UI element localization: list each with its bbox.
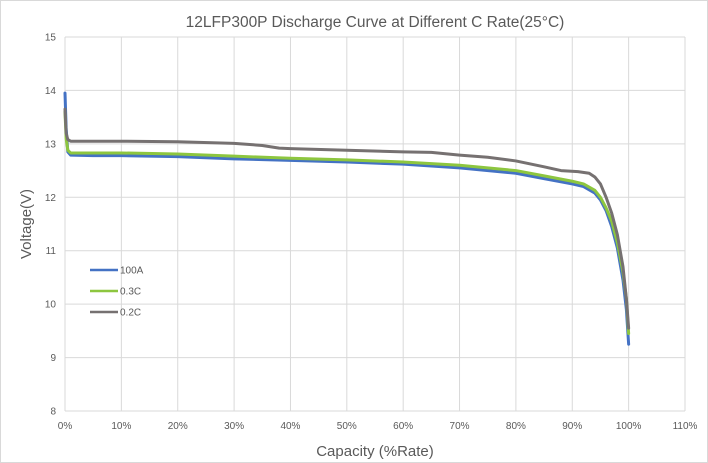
x-tick-label: 70% xyxy=(450,421,470,432)
series-lines xyxy=(63,91,631,346)
y-axis-title: Voltage(V) xyxy=(18,189,35,259)
y-tick-label: 14 xyxy=(45,86,57,97)
legend-label-0-3c: 0.3C xyxy=(120,287,141,298)
y-tick-label: 9 xyxy=(50,353,56,364)
series-line-0-3c xyxy=(63,110,631,336)
x-tick-label: 20% xyxy=(168,421,188,432)
y-tick-label: 8 xyxy=(50,407,56,418)
series-line-0-2c xyxy=(63,107,631,330)
y-tick-label: 10 xyxy=(45,300,57,311)
chart-title: 12LFP300P Discharge Curve at Different C… xyxy=(186,14,565,31)
x-axis-title: Capacity (%Rate) xyxy=(316,443,434,460)
y-tick-label: 13 xyxy=(45,139,57,150)
x-tick-label: 110% xyxy=(673,421,698,432)
legend: 100A 0.3C 0.2C xyxy=(90,266,144,319)
x-tick-label: 100% xyxy=(616,421,642,432)
legend-label-100a: 100A xyxy=(120,266,144,277)
x-tick-label: 80% xyxy=(506,421,526,432)
x-tick-label: 10% xyxy=(111,421,131,432)
tick-labels: 8 9 10 11 12 13 14 15 0% 10% 20% 30% 40% 50% 60% 70% 80%… xyxy=(45,33,698,433)
y-tick-label: 12 xyxy=(45,193,57,204)
x-tick-label: 0% xyxy=(58,421,73,432)
x-tick-label: 60% xyxy=(393,421,413,432)
x-tick-label: 90% xyxy=(562,421,582,432)
y-tick-label: 15 xyxy=(45,33,57,44)
x-tick-label: 50% xyxy=(337,421,357,432)
legend-label-0-2c: 0.2C xyxy=(120,308,141,319)
plot-area-background xyxy=(65,37,685,411)
y-tick-label: 11 xyxy=(46,246,57,257)
x-tick-label: 30% xyxy=(224,421,244,432)
x-tick-label: 40% xyxy=(280,421,300,432)
